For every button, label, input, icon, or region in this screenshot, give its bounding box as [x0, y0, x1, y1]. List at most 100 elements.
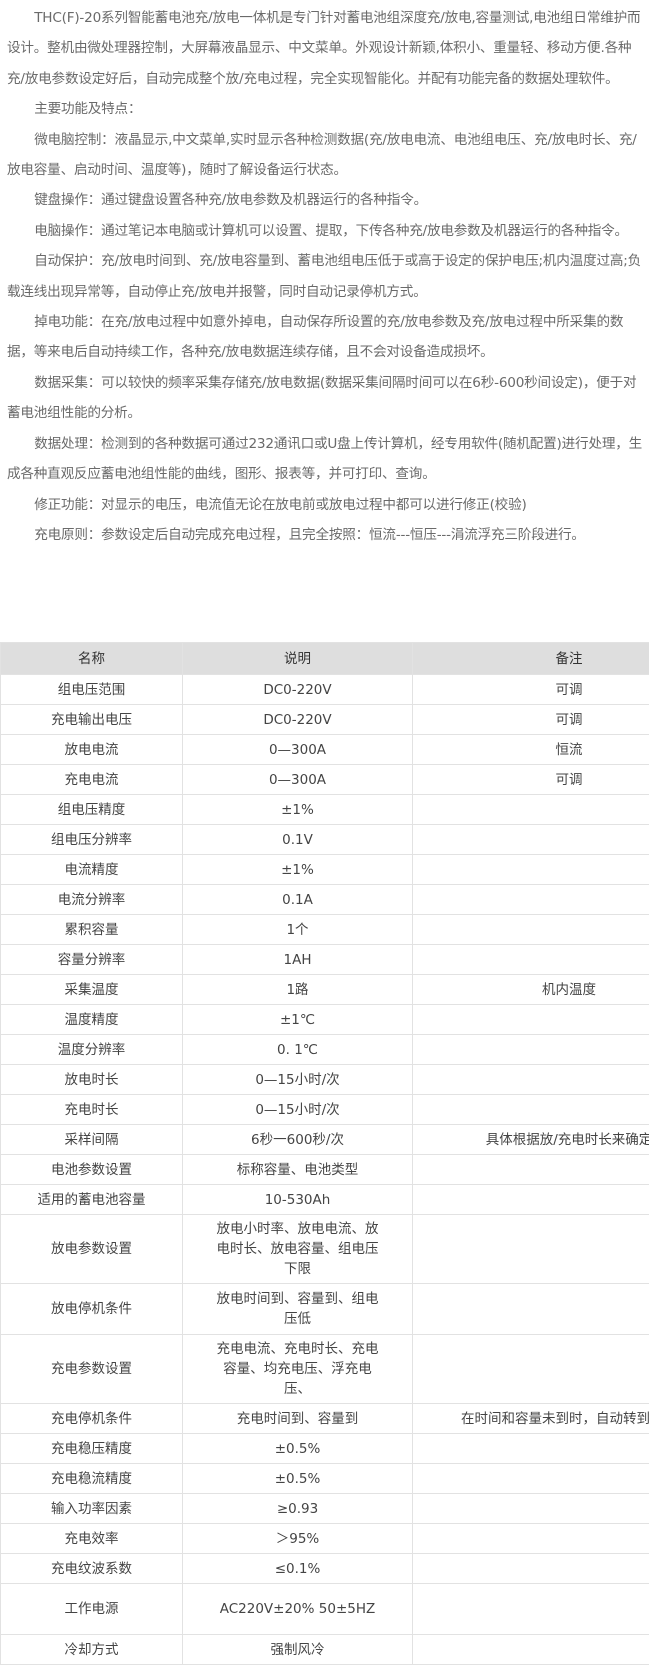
- table-row: 放电参数设置放电小时率、放电电流、放电时长、放电容量、组电压下限: [1, 1215, 649, 1284]
- spec-value: 0. 1℃: [183, 1035, 413, 1065]
- spec-name: 放电时长: [1, 1065, 183, 1095]
- spec-name: 充电电流: [1, 765, 183, 795]
- spec-remark: [413, 1005, 649, 1035]
- spec-remark: 可调: [413, 765, 649, 795]
- header-description: 说明: [183, 643, 413, 675]
- spec-value: 标称容量、电池类型: [183, 1155, 413, 1185]
- spec-remark: [413, 1494, 649, 1524]
- spec-name: 放电参数设置: [1, 1215, 183, 1284]
- spec-name: 温度分辨率: [1, 1035, 183, 1065]
- spec-value: DC0-220V: [183, 675, 413, 705]
- spec-remark: 具体根据放/充电时长来确定: [413, 1125, 649, 1155]
- spec-remark: [413, 1584, 649, 1635]
- spec-value: 充电电流、充电时长、充电容量、均充电压、浮充电压、: [183, 1335, 413, 1404]
- spec-name: 充电稳压精度: [1, 1434, 183, 1464]
- spec-name: 组电压范围: [1, 675, 183, 705]
- table-row: 充电效率＞95%: [1, 1524, 649, 1554]
- product-description: THC(F)-20系列智能蓄电池充/放电一体机是专门针对蓄电池组深度充/放电,容…: [7, 3, 647, 550]
- spec-remark: 在时间和容量未到时，自动转到浮充: [413, 1404, 649, 1434]
- spec-remark: 机内温度: [413, 975, 649, 1005]
- paragraph: 修正功能：对显示的电压，电流值无论在放电前或放电过程中都可以进行修正(校验): [7, 490, 647, 520]
- spec-name: 放电停机条件: [1, 1284, 183, 1335]
- spec-name: 冷却方式: [1, 1635, 183, 1665]
- spec-remark: 恒流: [413, 735, 649, 765]
- spec-remark: [413, 1335, 649, 1404]
- spec-name: 容量分辨率: [1, 945, 183, 975]
- paragraph: 电脑操作：通过笔记本电脑或计算机可以设置、提取，下传各种充/放电参数及机器运行的…: [7, 216, 647, 246]
- spec-remark: [413, 1554, 649, 1584]
- spec-remark: [413, 1524, 649, 1554]
- spec-remark: [413, 1035, 649, 1065]
- spec-name: 充电输出电压: [1, 705, 183, 735]
- table-row: 输入功率因素≥0.93: [1, 1494, 649, 1524]
- spec-value: 0.1A: [183, 885, 413, 915]
- spec-name: 充电稳流精度: [1, 1464, 183, 1494]
- spec-name: 充电时长: [1, 1095, 183, 1125]
- spec-value: ≤0.1%: [183, 1554, 413, 1584]
- spec-value: 强制风冷: [183, 1635, 413, 1665]
- spec-name: 充电参数设置: [1, 1335, 183, 1404]
- spec-value: 0—300A: [183, 735, 413, 765]
- paragraph: 数据处理：检测到的各种数据可通过232通讯口或U盘上传计算机，经专用软件(随机配…: [7, 429, 647, 490]
- spec-value: 6秒一600秒/次: [183, 1125, 413, 1155]
- table-row: 温度精度±1℃: [1, 1005, 649, 1035]
- spec-value: 充电时间到、容量到: [183, 1404, 413, 1434]
- spec-name: 充电效率: [1, 1524, 183, 1554]
- spec-remark: [413, 1155, 649, 1185]
- spec-remark: [413, 885, 649, 915]
- table-row: 充电参数设置充电电流、充电时长、充电容量、均充电压、浮充电压、: [1, 1335, 649, 1404]
- spec-name: 电池参数设置: [1, 1155, 183, 1185]
- spec-name: 温度精度: [1, 1005, 183, 1035]
- spec-value: ±1%: [183, 795, 413, 825]
- spec-value: ±0.5%: [183, 1434, 413, 1464]
- spec-remark: [413, 1215, 649, 1284]
- spec-remark: [413, 825, 649, 855]
- spec-remark: [413, 945, 649, 975]
- spec-name: 放电电流: [1, 735, 183, 765]
- spec-value: ≥0.93: [183, 1494, 413, 1524]
- paragraph: 掉电功能：在充/放电过程中如意外掉电，自动保存所设置的充/放电参数及充/放电过程…: [7, 307, 647, 368]
- spec-value: ±0.5%: [183, 1464, 413, 1494]
- paragraph: 数据采集：可以较快的频率采集存储充/放电数据(数据采集间隔时间可以在6秒-600…: [7, 368, 647, 429]
- spec-name: 电流精度: [1, 855, 183, 885]
- paragraph: 微电脑控制：液晶显示,中文菜单,实时显示各种检测数据(充/放电电流、电池组电压、…: [7, 125, 647, 186]
- spec-name: 充电纹波系数: [1, 1554, 183, 1584]
- spec-value: DC0-220V: [183, 705, 413, 735]
- table-row: 冷却方式强制风冷: [1, 1635, 649, 1665]
- table-row: 充电稳压精度±0.5%: [1, 1434, 649, 1464]
- spec-value: 0—15小时/次: [183, 1065, 413, 1095]
- spec-name: 工作电源: [1, 1584, 183, 1635]
- spec-name: 采样间隔: [1, 1125, 183, 1155]
- spec-remark: [413, 855, 649, 885]
- header-remarks: 备注: [413, 643, 649, 675]
- spec-value: 1个: [183, 915, 413, 945]
- table-row: 放电停机条件放电时间到、容量到、组电压低: [1, 1284, 649, 1335]
- spec-remark: [413, 1185, 649, 1215]
- spec-remark: [413, 795, 649, 825]
- spec-value: 放电小时率、放电电流、放电时长、放电容量、组电压下限: [183, 1215, 413, 1284]
- paragraph: 键盘操作：通过键盘设置各种充/放电参数及机器运行的各种指令。: [7, 185, 647, 215]
- spec-name: 组电压精度: [1, 795, 183, 825]
- spec-name: 充电停机条件: [1, 1404, 183, 1434]
- spec-value: AC220V±20% 50±5HZ: [183, 1584, 413, 1635]
- paragraph: 充电原则：参数设定后自动完成充电过程，且完全按照：恒流---恒压---涓流浮充三…: [7, 520, 647, 550]
- table-row: 电池参数设置标称容量、电池类型: [1, 1155, 649, 1185]
- spec-value: 1AH: [183, 945, 413, 975]
- spec-name: 电流分辨率: [1, 885, 183, 915]
- spec-name: 适用的蓄电池容量: [1, 1185, 183, 1215]
- spec-name: 采集温度: [1, 975, 183, 1005]
- paragraph: 主要功能及特点：: [7, 94, 647, 124]
- paragraph: THC(F)-20系列智能蓄电池充/放电一体机是专门针对蓄电池组深度充/放电,容…: [7, 3, 647, 94]
- spec-remark: [413, 1095, 649, 1125]
